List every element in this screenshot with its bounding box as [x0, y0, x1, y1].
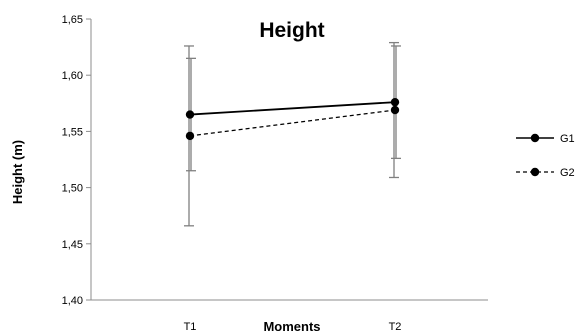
legend-g1-label: G1	[560, 133, 575, 145]
chart-title: Height	[259, 19, 324, 42]
series-lines	[189, 101, 396, 137]
legend-g2-label: G2	[560, 167, 575, 179]
g2-point	[390, 105, 400, 115]
legend-g1-marker	[530, 133, 540, 143]
g1-series-line	[189, 101, 396, 116]
g1-point	[390, 97, 400, 107]
y-tick-label: 1,45	[62, 239, 83, 251]
legend-g2-marker	[530, 167, 540, 177]
y-axis-ticks: 1,40 1,45 1,50 1,55 1,60 1,65	[62, 14, 91, 307]
y-tick-label: 1,55	[62, 126, 83, 138]
x-tick-label: T2	[389, 321, 402, 333]
y-tick-label: 1,40	[62, 295, 83, 307]
y-tick-label: 1,50	[62, 183, 83, 195]
x-axis-ticks: T1 T2	[184, 321, 402, 333]
y-tick-label: 1,60	[62, 70, 83, 82]
x-axis-title: Moments	[263, 319, 320, 334]
y-axis-title: Height (m)	[10, 140, 25, 204]
y-tick-label: 1,65	[62, 14, 83, 26]
g2-point	[185, 131, 195, 141]
legend: G1 G2	[516, 133, 575, 179]
g1-point	[185, 110, 195, 119]
series-points	[185, 97, 400, 141]
x-tick-label: T1	[184, 321, 197, 333]
